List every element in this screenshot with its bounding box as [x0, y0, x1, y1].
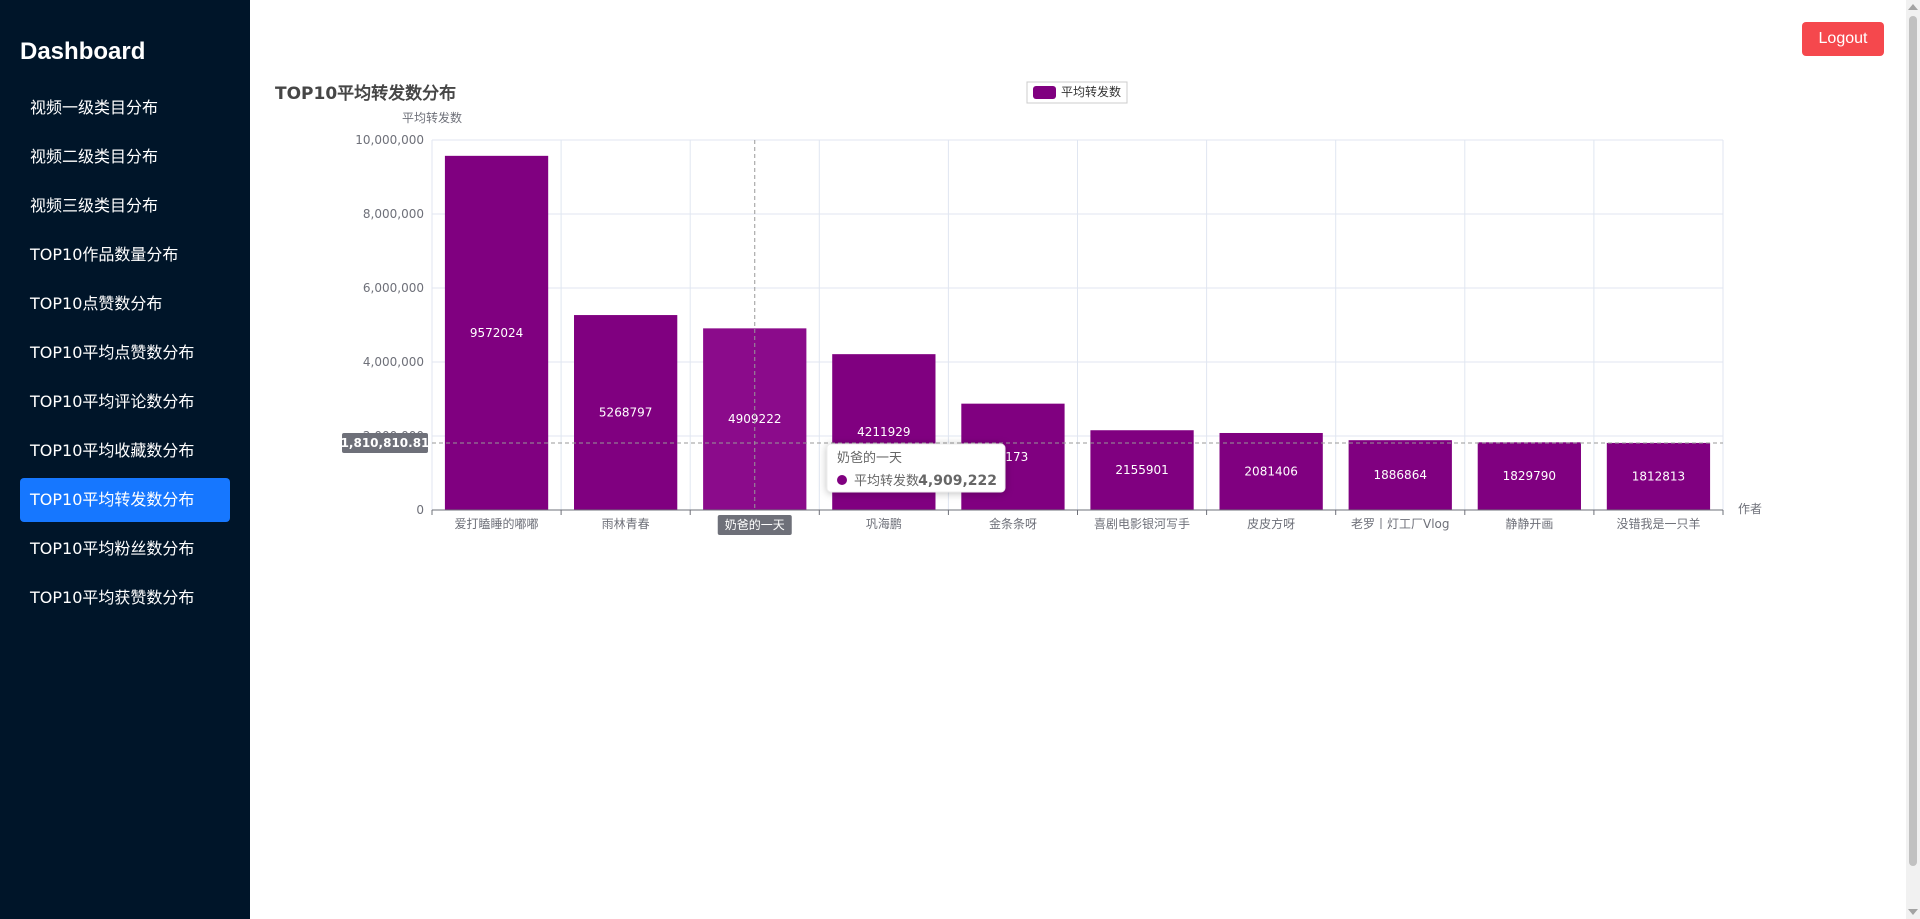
bar-value-label: 1886864 — [1374, 468, 1427, 482]
bar-value-label: 1829790 — [1503, 469, 1556, 483]
sidebar-item-1[interactable]: 视频一级类目分布 — [30, 98, 159, 117]
sidebar-item-9[interactable]: TOP10平均转发数分布 — [20, 478, 230, 522]
x-tick-label: 喜剧电影银河写手 — [1094, 517, 1190, 531]
x-tick-label: 巩海鹏 — [866, 516, 902, 531]
chart-title: TOP10平均转发数分布 — [275, 83, 456, 104]
y-tick-label: 0 — [416, 503, 424, 517]
bar-value-label: 4909222 — [728, 412, 781, 426]
bar — [1090, 430, 1194, 510]
sidebar-item-8[interactable]: TOP10平均收藏数分布 — [30, 441, 195, 460]
bar — [1348, 440, 1452, 510]
sidebar-item-3[interactable]: 视频三级类目分布 — [30, 196, 159, 215]
sidebar-menu: 视频一级类目分布 视频二级类目分布 视频三级类目分布 TOP10作品数量分布 TOP10… — [20, 86, 230, 625]
bar — [1606, 442, 1711, 510]
bar-value-label: 2155901 — [1115, 463, 1168, 477]
tooltip-box — [826, 443, 1006, 493]
x-pointer-label-bg — [717, 515, 792, 535]
legend-swatch — [1033, 86, 1056, 99]
bar — [444, 155, 549, 510]
x-tick-label: 静静开画 — [1505, 517, 1553, 531]
x-tick-label: 奶爸的一天 — [725, 517, 785, 532]
sidebar-item-4[interactable]: TOP10作品数量分布 — [30, 245, 179, 264]
scrollbar-thumb[interactable] — [1909, 16, 1917, 866]
bar — [1219, 432, 1323, 510]
bar-value-label: 5268797 — [599, 406, 652, 420]
x-tick-label: 金条条呀 — [989, 516, 1037, 531]
x-tick-label: 没错我是一只羊 — [1616, 516, 1700, 531]
sidebar-item-2[interactable]: 视频二级类目分布 — [30, 147, 159, 166]
x-axis-label: 作者 — [1738, 502, 1762, 516]
y-pointer-label: 1,810,810.81 — [341, 436, 430, 450]
sidebar-item-7[interactable]: TOP10平均评论数分布 — [30, 392, 195, 411]
main-content: Logout TOP10平均转发数分布平均转发数作者平均转发数02,000,00… — [250, 0, 1920, 919]
bar — [1477, 442, 1581, 510]
app-title: Dashboard — [20, 38, 146, 65]
x-tick-label: 皮皮方呀 — [1247, 516, 1295, 531]
tooltip-series: 平均转发数 — [854, 473, 919, 489]
y-tick-label: 10,000,000 — [355, 133, 424, 147]
scroll-down-arrow-icon[interactable] — [1908, 909, 1918, 915]
tooltip-marker — [837, 475, 847, 485]
bar — [574, 315, 678, 510]
y-tick-label: 4,000,000 — [363, 355, 424, 369]
tooltip-value: 4,909,222 — [918, 473, 997, 489]
y-axis-label: 平均转发数 — [402, 110, 462, 125]
logout-button[interactable]: Logout — [1802, 22, 1884, 56]
vertical-scrollbar[interactable] — [1906, 0, 1920, 919]
x-tick-label: 老罗丨灯工厂Vlog — [1351, 517, 1450, 531]
sidebar-item-6[interactable]: TOP10平均点赞数分布 — [30, 343, 195, 362]
bar-value-label: 2081406 — [1244, 464, 1297, 478]
bar-value-label: 9572024 — [470, 326, 523, 340]
y-tick-label: 8,000,000 — [363, 207, 424, 221]
x-tick-label: 雨林青春 — [602, 517, 650, 531]
y-pointer-label-bg — [342, 433, 428, 453]
sidebar-item-11[interactable]: TOP10平均获赞数分布 — [30, 588, 195, 607]
bar-value-label: 1812813 — [1632, 469, 1685, 483]
tooltip-title: 奶爸的一天 — [837, 450, 902, 466]
legend-label: 平均转发数 — [1061, 84, 1121, 99]
bar-chart: TOP10平均转发数分布平均转发数作者平均转发数02,000,0004,000,… — [275, 81, 1762, 535]
y-tick-label: 6,000,000 — [363, 281, 424, 295]
bar-value-label: 4211929 — [857, 425, 910, 439]
sidebar-item-10[interactable]: TOP10平均粉丝数分布 — [30, 539, 195, 558]
scroll-up-arrow-icon[interactable] — [1908, 4, 1918, 10]
sidebar: Dashboard 视频一级类目分布 视频二级类目分布 视频三级类目分布 TOP10作… — [0, 0, 250, 919]
x-tick-label: 爱打瞌睡的嘟嘟 — [455, 516, 539, 531]
sidebar-item-5[interactable]: TOP10点赞数分布 — [30, 294, 163, 313]
